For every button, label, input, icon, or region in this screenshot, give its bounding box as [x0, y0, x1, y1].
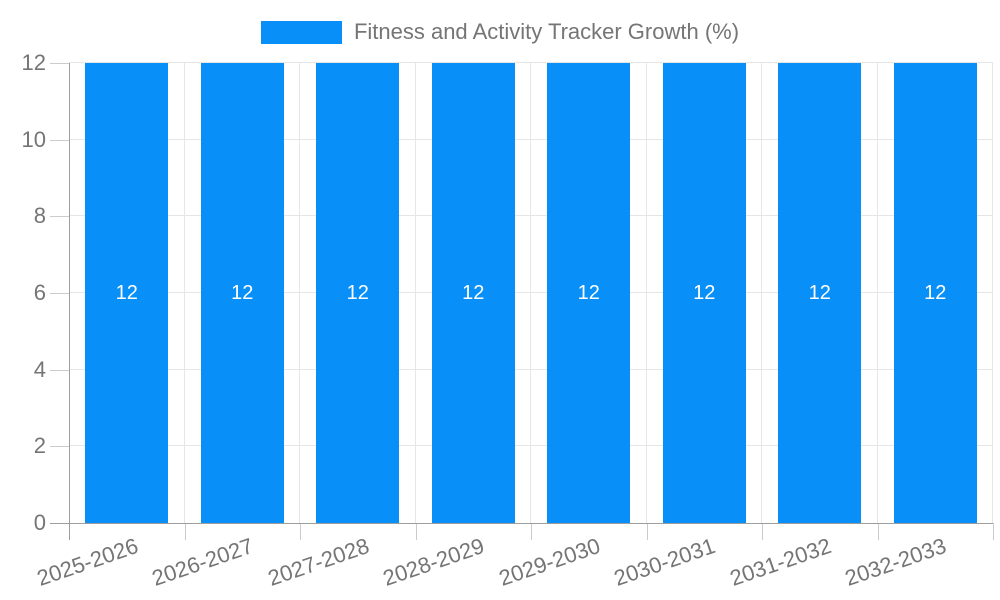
x-axis-tick	[415, 523, 417, 540]
y-axis-tick-label: 2	[33, 433, 46, 459]
y-axis-tick	[50, 523, 69, 524]
bar[interactable]: 12	[547, 63, 631, 523]
gridline-vertical	[530, 63, 531, 523]
x-axis-tick	[877, 523, 879, 540]
gridline-vertical	[183, 63, 185, 523]
gridline-horizontal	[69, 445, 993, 447]
bar-value-label: 12	[808, 282, 831, 304]
bar-value-label: 12	[693, 282, 716, 304]
bar[interactable]: 12	[662, 63, 746, 523]
gridline-horizontal	[69, 292, 993, 293]
bar-value-label: 12	[231, 282, 254, 304]
x-axis-tick	[531, 523, 532, 540]
gridline-horizontal	[69, 368, 993, 370]
bar[interactable]: 12	[200, 63, 284, 523]
gridline-vertical	[414, 63, 416, 523]
gridline-vertical	[876, 63, 878, 523]
gridline-vertical	[299, 63, 300, 523]
bar[interactable]: 12	[316, 63, 400, 523]
x-axis-tick-label: 2029-2030	[495, 533, 603, 591]
legend-label: Fitness and Activity Tracker Growth (%)	[353, 19, 740, 44]
x-axis-tick-label: 2030-2031	[610, 533, 719, 591]
bar[interactable]: 12	[893, 63, 977, 523]
gridline-vertical	[992, 63, 993, 523]
gridline-horizontal	[69, 62, 993, 63]
y-axis-tick-label: 6	[33, 280, 46, 305]
y-axis-tick-label: 12	[21, 50, 46, 75]
x-axis-tick-label: 2031-2032	[726, 533, 834, 591]
x-axis-tick	[993, 523, 994, 540]
y-axis-tick-label: 10	[21, 126, 46, 152]
x-axis-baseline	[69, 523, 993, 524]
plot-area: 12 12 12 12 12 12 12 12	[69, 62, 993, 523]
gridline-vertical	[761, 63, 762, 523]
y-axis-line	[69, 63, 70, 540]
bar-value-label: 12	[924, 282, 947, 304]
y-axis-tick-label: 8	[33, 203, 46, 229]
legend-swatch	[260, 20, 342, 44]
x-axis-tick	[300, 523, 301, 540]
x-axis-tick-label: 2028-2029	[379, 533, 488, 591]
y-axis-tick-label: 4	[33, 356, 46, 382]
bar-value-label: 12	[462, 282, 485, 304]
bar-value-label: 12	[115, 282, 138, 304]
x-axis-tick-label: 2025-2026	[33, 533, 141, 591]
x-axis-tick-label: 2026-2027	[148, 533, 257, 591]
bar[interactable]: 12	[85, 63, 169, 523]
x-axis-tick	[184, 523, 186, 540]
legend: Fitness and Activity Tracker Growth (%)	[0, 19, 1000, 44]
bar-value-label: 12	[577, 282, 600, 304]
bar[interactable]: 12	[778, 63, 862, 523]
gridline-horizontal	[69, 215, 993, 217]
x-axis-tick-label: 2032-2033	[841, 533, 950, 591]
y-axis-tick-label: 0	[33, 510, 46, 535]
y-axis-tick	[50, 293, 69, 294]
x-axis-tick-label: 2027-2028	[264, 533, 372, 591]
x-axis-tick	[762, 523, 763, 540]
bar-value-label: 12	[346, 282, 369, 304]
y-axis-tick	[50, 63, 69, 64]
gridline-horizontal	[69, 138, 993, 140]
y-axis-tick	[50, 139, 69, 141]
x-axis-tick	[646, 523, 648, 540]
y-axis-tick	[50, 369, 69, 371]
bar[interactable]: 12	[431, 63, 515, 523]
y-axis-tick	[50, 446, 69, 448]
gridline-vertical	[645, 63, 647, 523]
y-axis-tick	[50, 216, 69, 218]
